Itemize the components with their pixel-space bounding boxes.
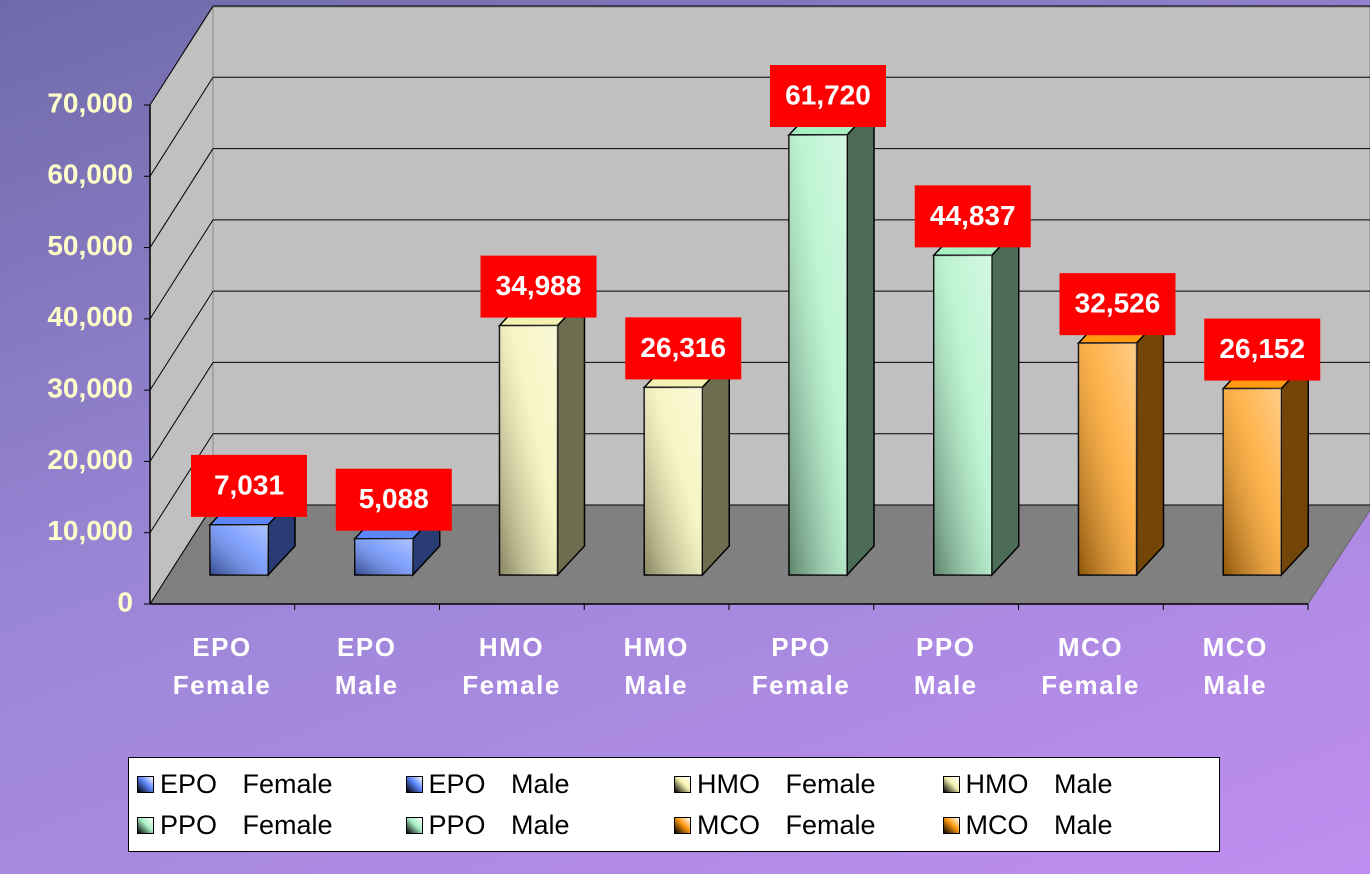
legend-label: HMO Female [697, 769, 876, 799]
legend-item: EPO Male [405, 764, 675, 805]
legend-item: MCO Female [674, 805, 943, 846]
bar-shine [789, 135, 847, 575]
value-label: 44,837 [930, 200, 1016, 231]
x-tick-label: HMO Male [623, 632, 689, 700]
value-label: 7,031 [214, 469, 284, 500]
value-label-box [191, 454, 307, 517]
legend-item: HMO Male [942, 764, 1212, 805]
bar-side-shade [702, 358, 730, 575]
bar-shine [499, 325, 558, 575]
legend-swatch [405, 776, 423, 793]
value-label: 26,152 [1219, 333, 1305, 364]
legend-item: PPO Male [405, 805, 675, 846]
grid-line [149, 219, 214, 320]
bar-shine [210, 524, 268, 575]
value-label-box [335, 468, 452, 531]
bar-side-shade [557, 296, 585, 575]
grid-line [149, 290, 214, 391]
legend-label: MCO Male [965, 810, 1113, 840]
y-tick-label: 60,000 [47, 159, 133, 190]
legend-label: MCO Female [697, 810, 876, 840]
bar-side-shade [1281, 359, 1309, 575]
x-tick-label: MCO Male [1202, 632, 1268, 700]
legend-label: PPO Female [160, 810, 333, 840]
x-tick-label: PPO Female [751, 632, 851, 700]
value-label: 32,526 [1075, 288, 1161, 319]
bar-side-shade [847, 106, 874, 576]
legend: EPO Female EPO Male HMO Female HMO Male PPO … [128, 757, 1220, 852]
bar-shine [644, 387, 703, 575]
legend-label: HMO Male [965, 769, 1113, 799]
x-tick-label: HMO Female [462, 632, 561, 700]
y-tick-label: 30,000 [47, 373, 133, 404]
y-tick-label: 40,000 [47, 301, 133, 332]
legend-swatch [137, 776, 154, 793]
legend-item: PPO Female [137, 805, 406, 846]
x-tick-label: PPO Male [913, 632, 978, 700]
legend-swatch [942, 817, 960, 834]
bar-shine [1223, 388, 1282, 575]
bar-side-shade [991, 226, 1019, 576]
legend-swatch [674, 817, 691, 834]
grid-line [149, 504, 214, 605]
bar-side-shade [1136, 314, 1164, 575]
x-tick-label: MCO Female [1041, 632, 1140, 700]
bar-shine [1078, 343, 1137, 575]
floor [149, 504, 1370, 605]
value-label-box [1059, 273, 1176, 336]
value-label: 5,088 [359, 483, 429, 514]
legend-item: MCO Male [942, 805, 1212, 846]
legend-label: PPO Male [428, 810, 570, 840]
legend-label: EPO Female [160, 769, 333, 799]
value-label-box [1204, 318, 1321, 381]
legend-item: EPO Female [137, 764, 406, 805]
legend-item: HMO Female [674, 764, 943, 805]
value-label-box [770, 65, 886, 128]
y-tick-label: 50,000 [47, 230, 133, 261]
legend-label: EPO Male [428, 769, 570, 799]
grid-line [149, 77, 214, 177]
bar-shine [933, 255, 992, 576]
bar-shine [354, 538, 413, 575]
x-tick-label: EPO Female [172, 632, 272, 700]
y-tick-label: 20,000 [47, 444, 133, 475]
y-tick-label: 10,000 [47, 515, 133, 546]
value-label: 34,988 [496, 270, 582, 301]
grid-line [149, 362, 214, 462]
y-tick-label: 70,000 [47, 87, 133, 118]
value-label-box [480, 255, 597, 318]
value-label-box [914, 185, 1031, 248]
grid-line [149, 5, 214, 106]
legend-swatch [137, 817, 154, 834]
y-tick-label: 0 [117, 586, 133, 617]
grid-line [149, 148, 214, 248]
grid-line [149, 433, 214, 533]
legend-swatch [942, 776, 960, 793]
value-label-box [625, 317, 742, 380]
value-label: 26,316 [640, 332, 726, 363]
legend-swatch [674, 776, 691, 793]
legend-swatch [405, 817, 423, 834]
x-tick-label: EPO Male [334, 632, 399, 700]
value-label: 61,720 [785, 79, 871, 110]
